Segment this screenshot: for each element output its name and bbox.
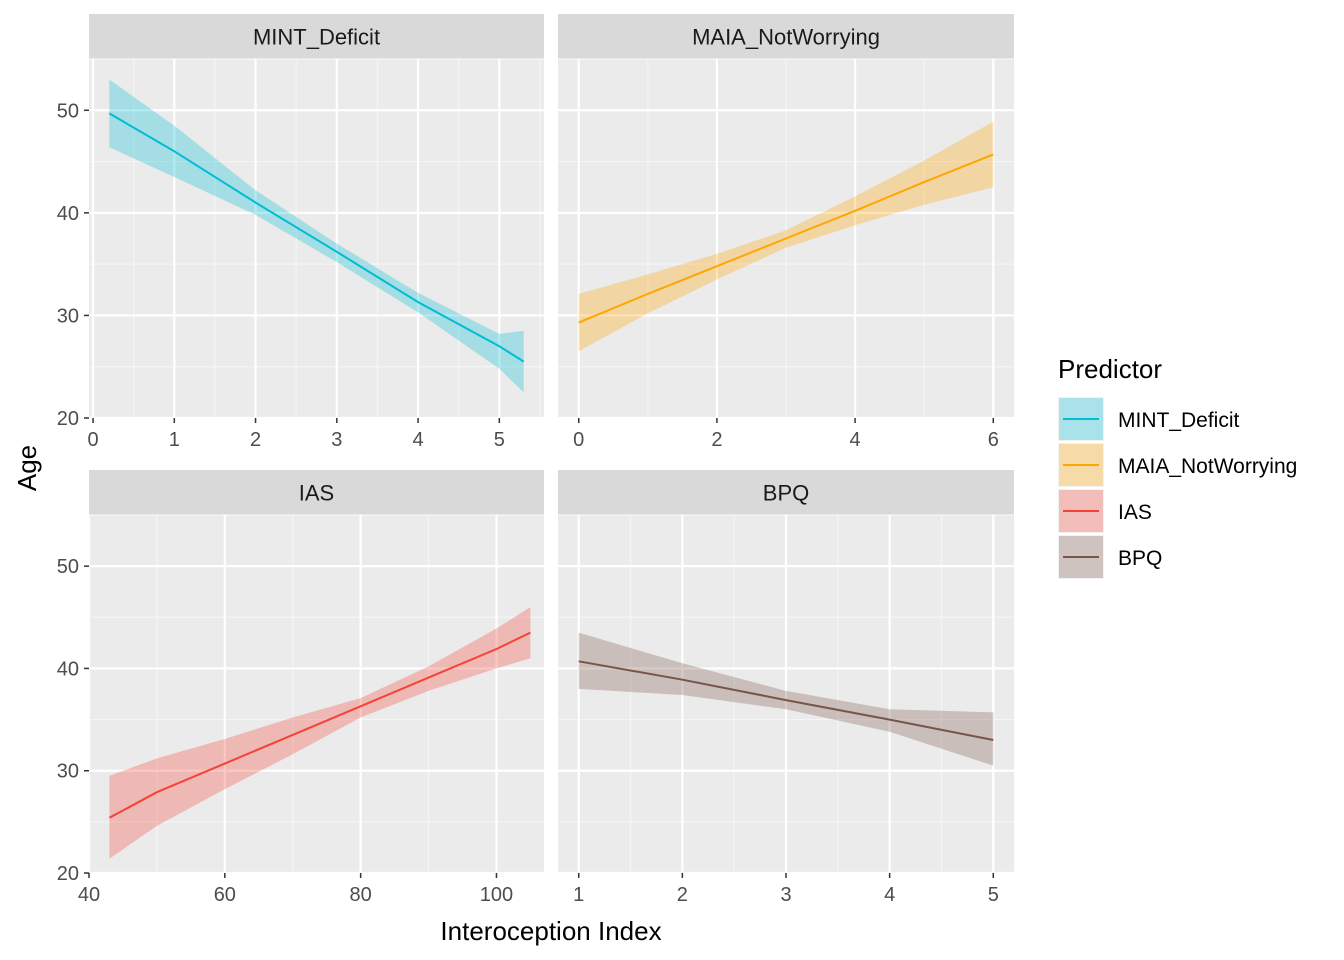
confidence-ribbon bbox=[578, 121, 994, 352]
fitted-line bbox=[578, 660, 994, 741]
y-tick-label: 40 bbox=[57, 658, 79, 680]
y-tick-label: 30 bbox=[57, 305, 79, 327]
panel-strip-label: MAIA_NotWorrying bbox=[692, 25, 880, 50]
x-tick-label: 0 bbox=[573, 429, 584, 451]
x-tick-label: 4 bbox=[413, 429, 424, 451]
y-tick-label: 20 bbox=[57, 408, 79, 430]
x-tick-label: 2 bbox=[677, 884, 688, 906]
x-tick-label: 4 bbox=[884, 884, 895, 906]
y-tick-label: 50 bbox=[57, 100, 79, 122]
x-tick-label: 6 bbox=[988, 429, 999, 451]
y-axis-title: Age bbox=[12, 445, 42, 491]
panel-MINT_Deficit: MINT_Deficit 20 30 40 50 0 1 2 3 4 5 bbox=[57, 14, 544, 451]
y-tick-label: 20 bbox=[57, 863, 79, 885]
panel-IAS: IAS 20 30 40 50 40 60 80 100 bbox=[57, 470, 544, 906]
x-tick-label: 1 bbox=[573, 884, 584, 906]
legend-label: MINT_Deficit bbox=[1118, 409, 1240, 432]
legend-label: IAS bbox=[1118, 501, 1152, 524]
panel-strip-label: IAS bbox=[299, 481, 334, 506]
x-axis-title: Interoception Index bbox=[440, 916, 661, 946]
panel-background bbox=[89, 515, 544, 873]
y-tick-label: 50 bbox=[57, 556, 79, 578]
x-tick-label: 2 bbox=[711, 429, 722, 451]
panel-strip bbox=[558, 470, 1014, 515]
x-tick-label: 100 bbox=[480, 884, 513, 906]
panel-strip-label: BPQ bbox=[763, 481, 809, 506]
confidence-ribbon bbox=[109, 607, 531, 859]
fitted-line bbox=[108, 112, 525, 363]
x-tick-label: 3 bbox=[331, 429, 342, 451]
fitted-line bbox=[578, 153, 994, 324]
confidence-ribbon bbox=[109, 79, 524, 393]
x-tick-label: 3 bbox=[780, 884, 791, 906]
legend-title: Predictor bbox=[1058, 354, 1162, 384]
panel-strip bbox=[558, 14, 1014, 59]
panel-BPQ: BPQ 1 2 3 4 5 bbox=[558, 470, 1014, 906]
y-tick-label: 40 bbox=[57, 203, 79, 225]
panel-strip bbox=[89, 470, 544, 515]
legend-label: BPQ bbox=[1118, 547, 1162, 570]
x-tick-label: 60 bbox=[214, 884, 236, 906]
x-tick-label: 4 bbox=[850, 429, 861, 451]
x-tick-label: 0 bbox=[88, 429, 99, 451]
panel-MAIA_NotWorrying: MAIA_NotWorrying 0 2 4 6 bbox=[558, 14, 1014, 451]
legend: Predictor MINT_Deficit MAIA_NotWorrying IA… bbox=[1058, 354, 1297, 579]
x-tick-label: 40 bbox=[78, 884, 100, 906]
panel-strip bbox=[89, 14, 544, 59]
x-tick-label: 5 bbox=[494, 429, 505, 451]
y-tick-label: 30 bbox=[57, 761, 79, 783]
x-tick-label: 80 bbox=[350, 884, 372, 906]
panel-strip-label: MINT_Deficit bbox=[253, 25, 380, 50]
x-tick-label: 5 bbox=[988, 884, 999, 906]
x-tick-label: 2 bbox=[250, 429, 261, 451]
fitted-line bbox=[108, 631, 531, 819]
x-tick-label: 1 bbox=[169, 429, 180, 451]
legend-label: MAIA_NotWorrying bbox=[1118, 455, 1297, 478]
